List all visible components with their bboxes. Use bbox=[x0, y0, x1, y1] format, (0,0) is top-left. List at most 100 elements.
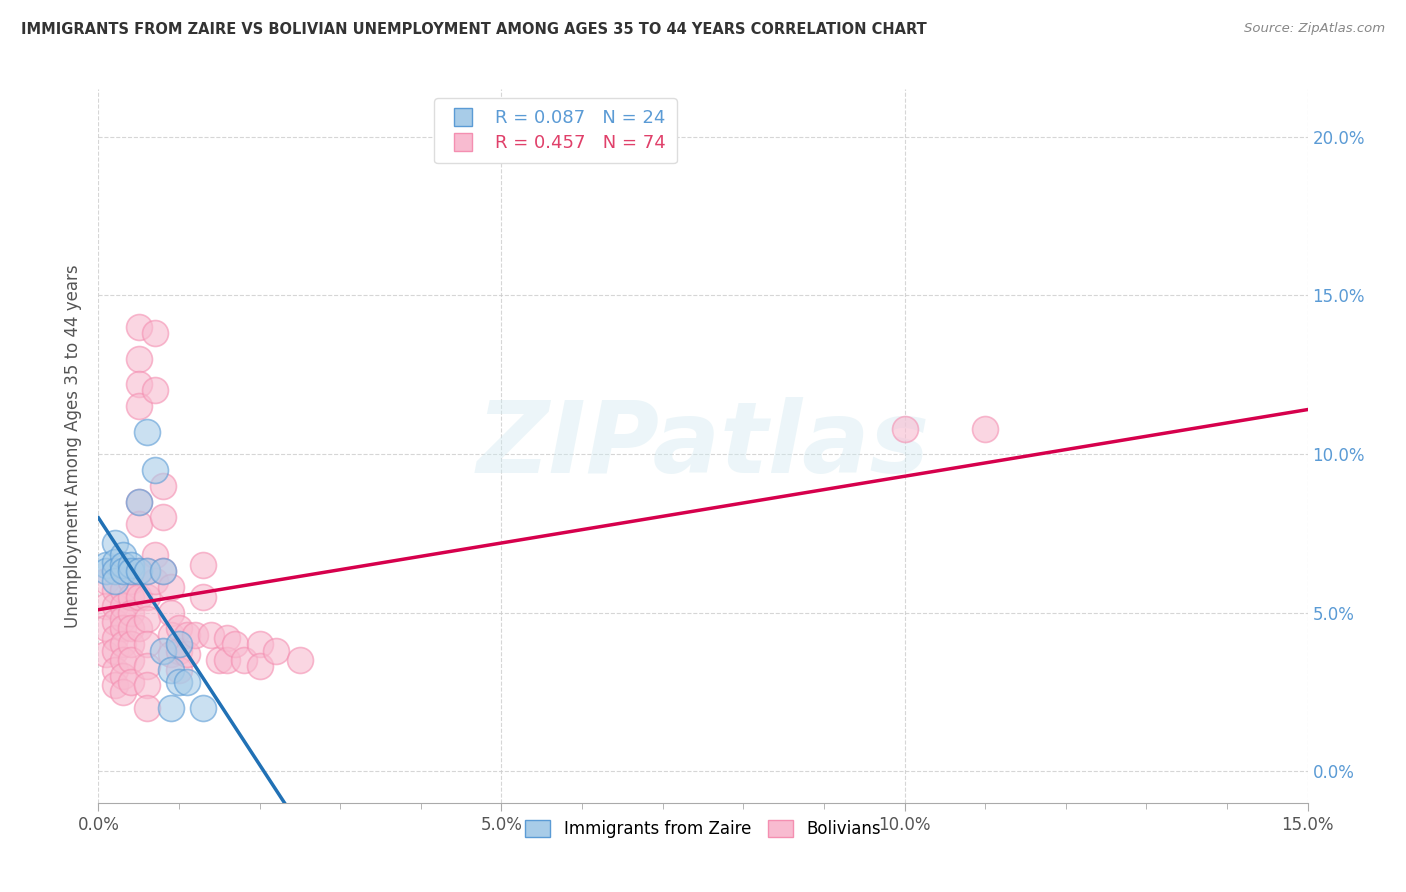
Point bbox=[200, 628, 222, 642]
Point bbox=[111, 558, 134, 572]
Point bbox=[103, 564, 125, 578]
Point bbox=[160, 580, 183, 594]
Point bbox=[128, 564, 150, 578]
Point bbox=[893, 421, 915, 435]
Point bbox=[249, 637, 271, 651]
Point bbox=[128, 494, 150, 508]
Point bbox=[176, 628, 198, 642]
Point bbox=[103, 564, 125, 578]
Point bbox=[264, 643, 287, 657]
Point bbox=[128, 320, 150, 334]
Point bbox=[160, 606, 183, 620]
Point bbox=[111, 653, 134, 667]
Point bbox=[120, 637, 142, 651]
Point bbox=[111, 669, 134, 683]
Point bbox=[111, 612, 134, 626]
Point bbox=[167, 643, 190, 657]
Point bbox=[111, 599, 134, 614]
Y-axis label: Unemployment Among Ages 35 to 44 years: Unemployment Among Ages 35 to 44 years bbox=[65, 264, 83, 628]
Point bbox=[120, 653, 142, 667]
Point bbox=[135, 590, 157, 604]
Point bbox=[217, 653, 239, 667]
Point bbox=[103, 631, 125, 645]
Point bbox=[167, 637, 190, 651]
Point bbox=[224, 637, 246, 651]
Point bbox=[103, 535, 125, 549]
Point bbox=[152, 564, 174, 578]
Point bbox=[160, 647, 183, 661]
Point bbox=[135, 700, 157, 714]
Point bbox=[96, 558, 118, 572]
Point bbox=[111, 583, 134, 598]
Point bbox=[135, 425, 157, 439]
Point bbox=[160, 628, 183, 642]
Legend: Immigrants from Zaire, Bolivians: Immigrants from Zaire, Bolivians bbox=[519, 813, 887, 845]
Point bbox=[128, 564, 150, 578]
Point bbox=[135, 564, 157, 578]
Point bbox=[152, 510, 174, 524]
Point bbox=[128, 590, 150, 604]
Point bbox=[96, 574, 118, 588]
Point bbox=[193, 700, 215, 714]
Point bbox=[135, 564, 157, 578]
Point bbox=[111, 637, 134, 651]
Point bbox=[232, 653, 254, 667]
Point bbox=[103, 574, 125, 588]
Point bbox=[288, 653, 311, 667]
Point bbox=[143, 384, 166, 398]
Point bbox=[160, 700, 183, 714]
Point bbox=[135, 637, 157, 651]
Point bbox=[167, 663, 190, 677]
Point bbox=[120, 621, 142, 635]
Point bbox=[103, 599, 125, 614]
Point bbox=[249, 659, 271, 673]
Point bbox=[193, 590, 215, 604]
Point bbox=[120, 675, 142, 690]
Point bbox=[135, 612, 157, 626]
Point bbox=[152, 478, 174, 492]
Point bbox=[128, 400, 150, 414]
Point bbox=[103, 583, 125, 598]
Point bbox=[128, 494, 150, 508]
Point bbox=[120, 590, 142, 604]
Point bbox=[111, 685, 134, 699]
Text: Source: ZipAtlas.com: Source: ZipAtlas.com bbox=[1244, 22, 1385, 36]
Point bbox=[184, 628, 207, 642]
Point bbox=[176, 675, 198, 690]
Point bbox=[103, 615, 125, 629]
Point bbox=[96, 599, 118, 614]
Point bbox=[152, 643, 174, 657]
Point bbox=[96, 621, 118, 635]
Point bbox=[111, 564, 134, 578]
Point bbox=[128, 516, 150, 531]
Point bbox=[111, 549, 134, 563]
Point bbox=[217, 631, 239, 645]
Point bbox=[120, 558, 142, 572]
Point bbox=[193, 558, 215, 572]
Point bbox=[208, 653, 231, 667]
Point bbox=[120, 564, 142, 578]
Point bbox=[160, 663, 183, 677]
Point bbox=[167, 621, 190, 635]
Point bbox=[143, 463, 166, 477]
Point bbox=[135, 659, 157, 673]
Point bbox=[128, 377, 150, 392]
Point bbox=[152, 564, 174, 578]
Point bbox=[974, 421, 997, 435]
Point bbox=[176, 647, 198, 661]
Point bbox=[96, 647, 118, 661]
Point bbox=[96, 564, 118, 578]
Point bbox=[103, 643, 125, 657]
Point bbox=[120, 574, 142, 588]
Point bbox=[128, 351, 150, 366]
Point bbox=[167, 675, 190, 690]
Point bbox=[103, 678, 125, 692]
Point bbox=[103, 663, 125, 677]
Point bbox=[135, 678, 157, 692]
Point bbox=[143, 574, 166, 588]
Point bbox=[103, 555, 125, 569]
Point bbox=[143, 549, 166, 563]
Point bbox=[143, 326, 166, 341]
Point bbox=[120, 606, 142, 620]
Point bbox=[128, 621, 150, 635]
